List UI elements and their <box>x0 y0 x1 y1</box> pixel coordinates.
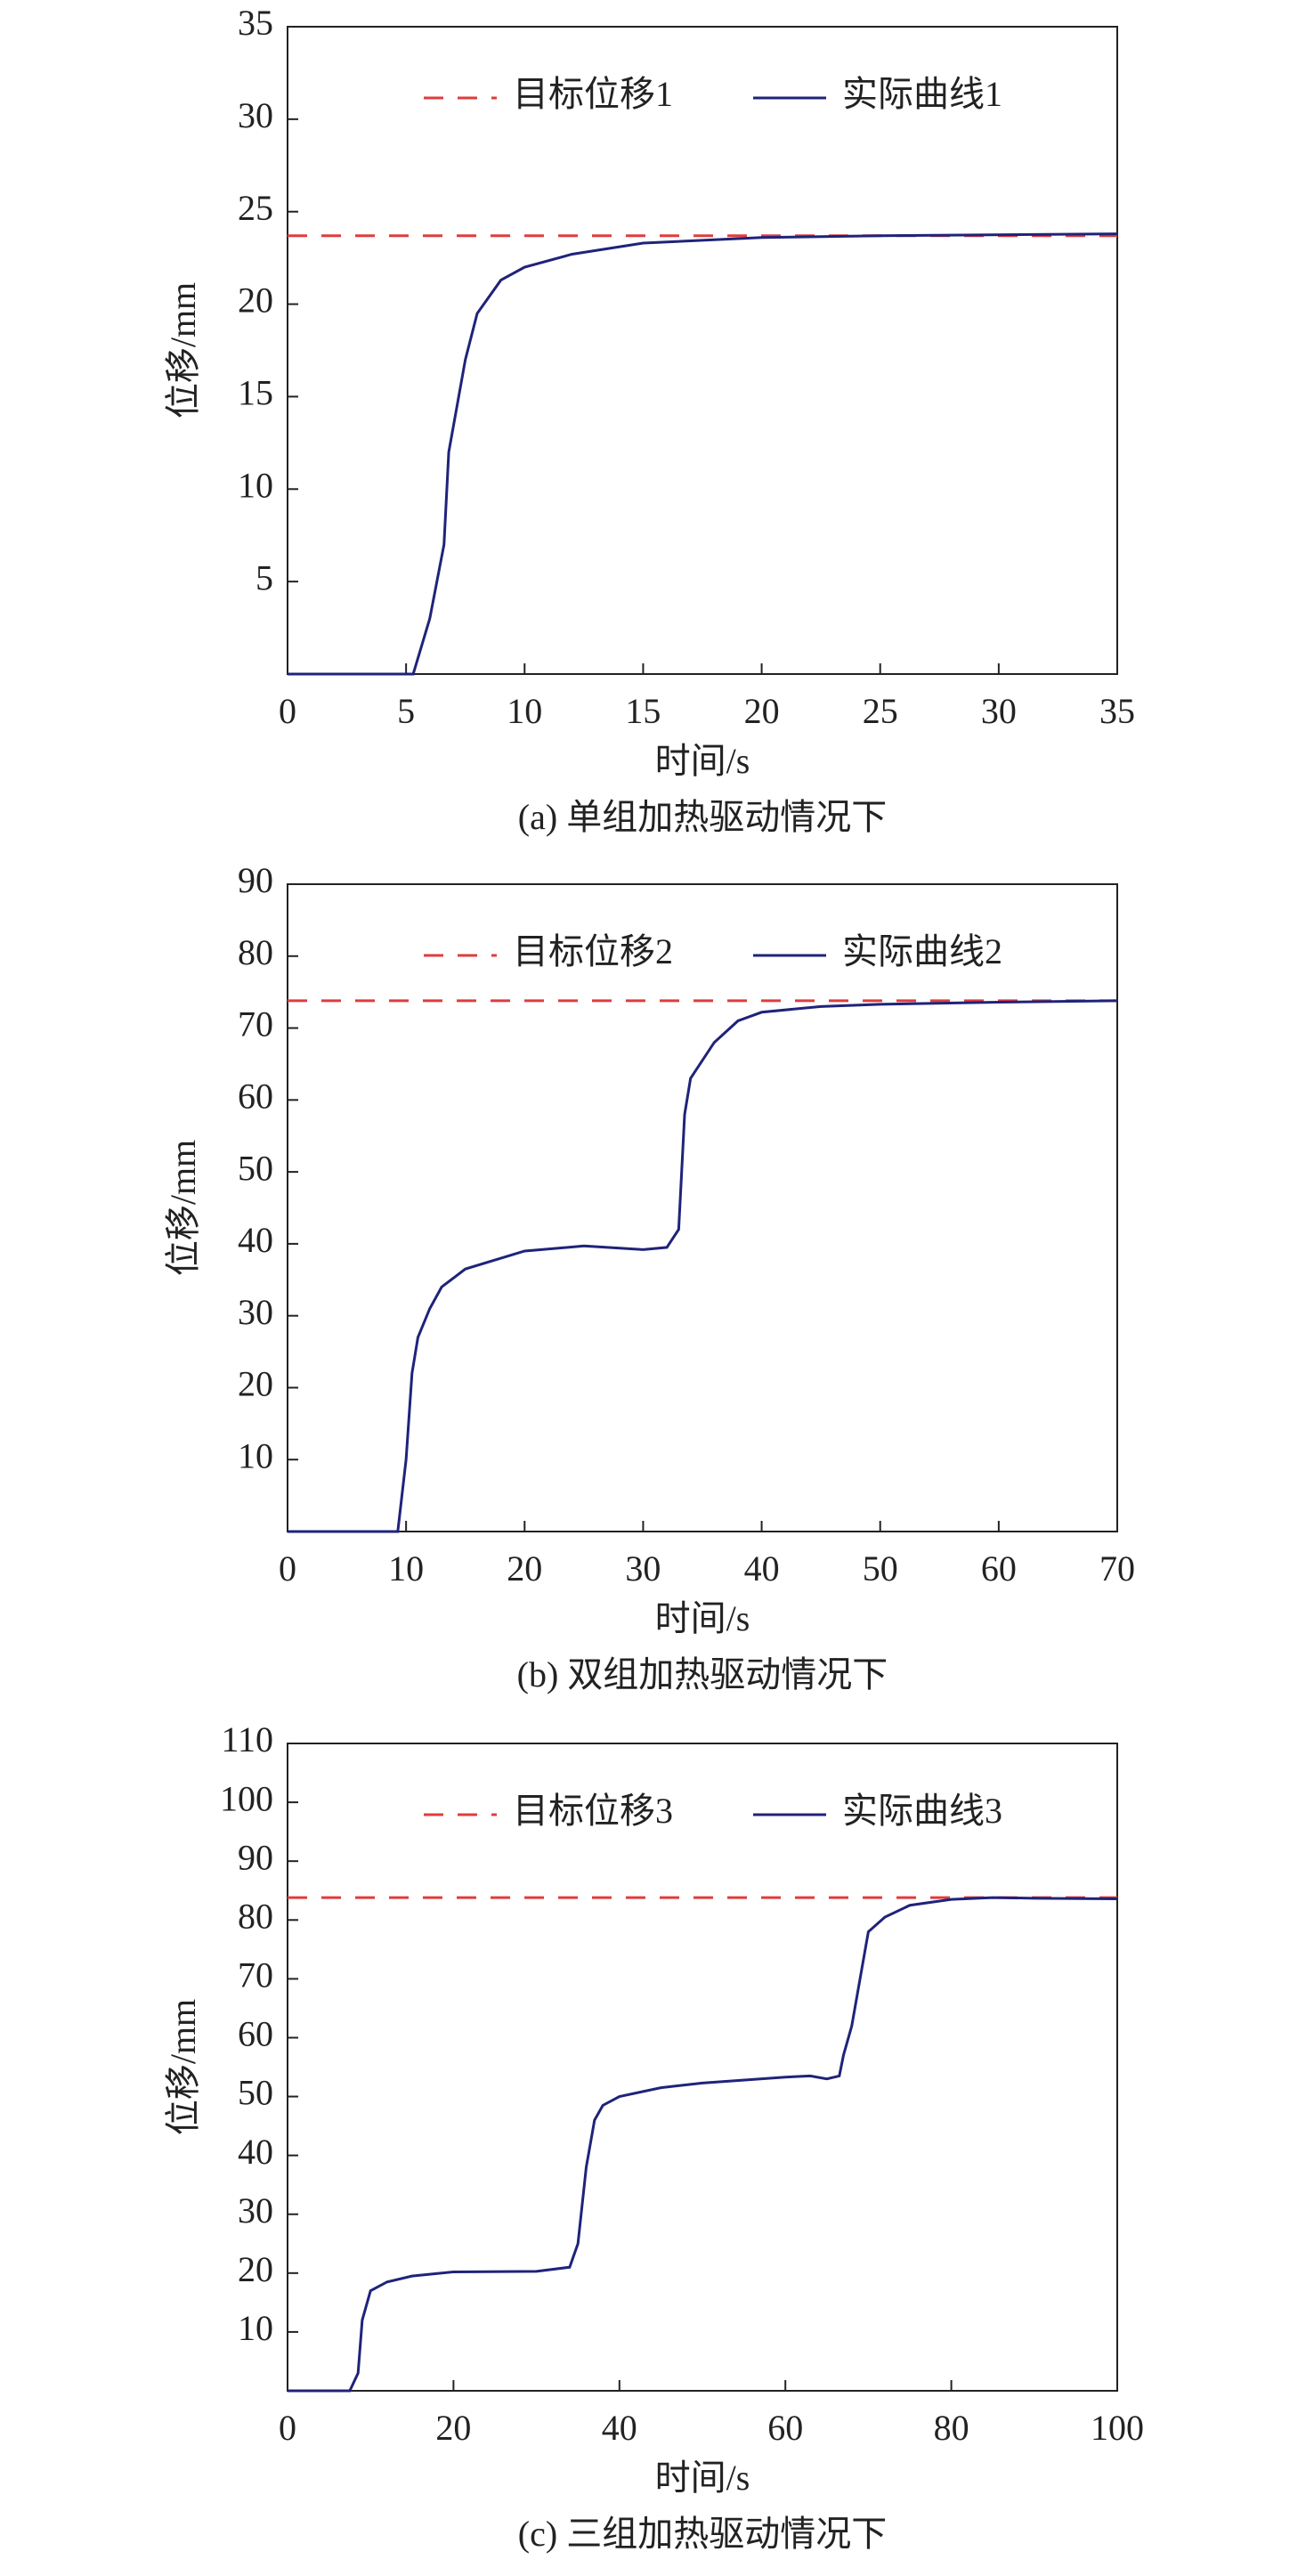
y-tick-label: 15 <box>238 373 273 413</box>
legend-label: 实际曲线3 <box>842 1791 1002 1831</box>
series-line <box>288 999 1118 1533</box>
x-tick-label: 35 <box>1099 691 1135 731</box>
y-tick-label: 20 <box>238 2249 273 2289</box>
x-tick-label: 10 <box>388 1548 424 1589</box>
y-tick-label: 80 <box>238 1896 273 1936</box>
x-tick-label: 0 <box>279 691 296 731</box>
y-tick-label: 80 <box>238 932 273 972</box>
y-tick-label: 70 <box>238 1004 273 1044</box>
plot-frame <box>287 26 1118 675</box>
x-tick-label: 50 <box>863 1548 898 1589</box>
y-tick-label: 90 <box>238 860 273 900</box>
y-tick-label: 50 <box>238 1148 273 1188</box>
x-tick-label: 40 <box>744 1548 780 1589</box>
y-tick-label: 100 <box>220 1778 273 1818</box>
y-tick-label: 60 <box>238 2014 273 2054</box>
x-tick-label: 60 <box>767 2408 803 2448</box>
x-tick-label: 100 <box>1091 2408 1144 2448</box>
x-tick-label: 60 <box>981 1548 1017 1589</box>
x-tick-label: 0 <box>279 2408 296 2448</box>
y-tick-label: 70 <box>238 1955 273 1995</box>
y-tick-label: 10 <box>238 1435 273 1475</box>
x-tick-label: 20 <box>744 691 780 731</box>
x-tick-label: 30 <box>625 1548 661 1589</box>
y-axis-label: 位移/mm <box>163 1140 203 1276</box>
y-tick-label: 10 <box>238 465 273 505</box>
caption: (a) 单组加热驱动情况下 <box>518 797 887 837</box>
y-tick-label: 110 <box>221 1719 273 1759</box>
legend-label: 目标位移2 <box>513 931 673 971</box>
x-tick-label: 20 <box>435 2408 471 2448</box>
caption: (b) 双组加热驱动情况下 <box>517 1654 888 1694</box>
x-tick-label: 25 <box>863 691 898 731</box>
y-tick-label: 5 <box>256 557 273 597</box>
series-line <box>288 232 1118 676</box>
x-tick-label: 70 <box>1099 1548 1135 1589</box>
series-line <box>288 1896 1118 2393</box>
x-tick-label: 0 <box>279 1548 296 1589</box>
x-tick-label: 80 <box>934 2408 969 2448</box>
y-tick-label: 40 <box>238 1220 273 1260</box>
legend-label: 实际曲线2 <box>842 931 1002 971</box>
x-tick-label: 40 <box>602 2408 637 2448</box>
y-tick-label: 20 <box>238 280 273 321</box>
y-tick-label: 10 <box>238 2308 273 2348</box>
y-tick-label: 40 <box>238 2132 273 2172</box>
caption: (c) 三组加热驱动情况下 <box>518 2514 887 2554</box>
x-axis-label: 时间/s <box>655 741 750 781</box>
y-tick-label: 90 <box>238 1837 273 1877</box>
y-tick-label: 30 <box>238 2190 273 2231</box>
y-tick-label: 30 <box>238 1292 273 1332</box>
x-axis-label: 时间/s <box>655 1598 750 1638</box>
plot-frame <box>287 883 1118 1532</box>
legend-label: 实际曲线1 <box>842 74 1002 114</box>
plot-frame <box>287 1743 1118 2392</box>
x-tick-label: 15 <box>625 691 661 731</box>
y-tick-label: 35 <box>238 3 273 43</box>
x-tick-label: 10 <box>507 691 542 731</box>
y-tick-label: 30 <box>238 95 273 135</box>
y-tick-label: 60 <box>238 1077 273 1117</box>
x-tick-label: 30 <box>981 691 1017 731</box>
y-axis-label: 位移/mm <box>163 1999 203 2135</box>
legend-label: 目标位移1 <box>513 74 673 114</box>
legend-label: 目标位移3 <box>513 1791 673 1831</box>
y-tick-label: 20 <box>238 1364 273 1404</box>
y-axis-label: 位移/mm <box>163 282 203 418</box>
x-tick-label: 20 <box>507 1548 542 1589</box>
y-tick-label: 25 <box>238 188 273 228</box>
x-tick-label: 5 <box>397 691 415 731</box>
y-tick-label: 50 <box>238 2073 273 2113</box>
x-axis-label: 时间/s <box>655 2458 750 2498</box>
